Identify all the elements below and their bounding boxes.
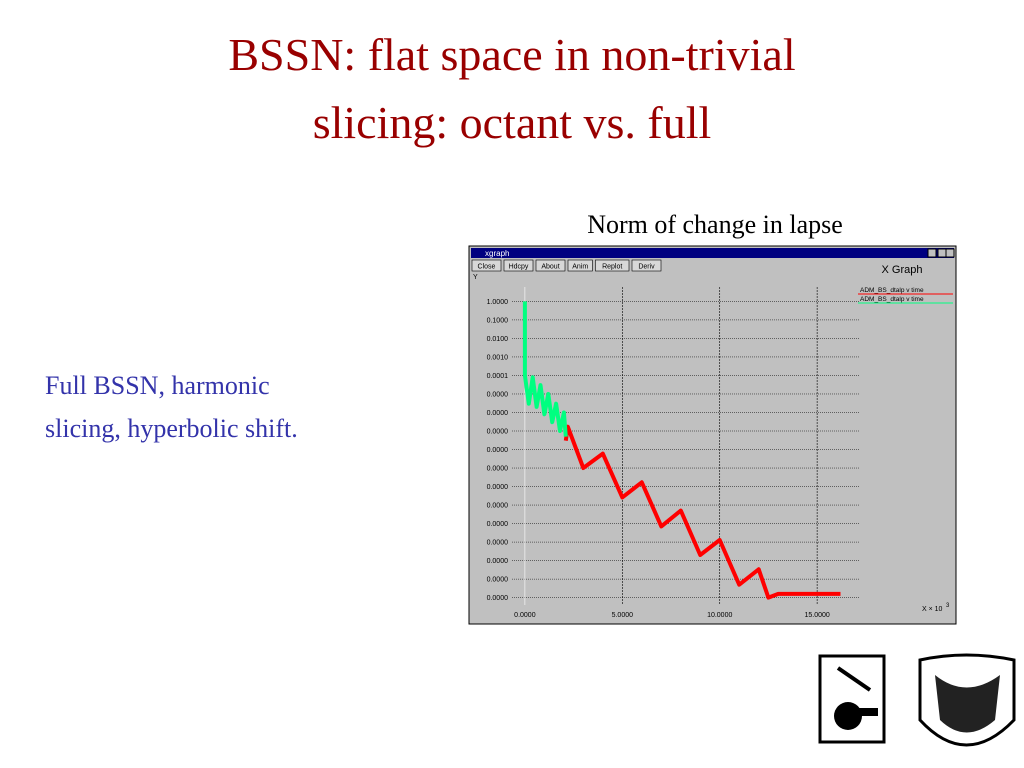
y-tick-label: 1.0000: [487, 299, 509, 306]
title-bar: [471, 248, 954, 258]
button[interactable]: [471, 259, 502, 272]
logo-frame: [818, 654, 886, 744]
body-text: Full BSSN, harmonic: [45, 371, 270, 400]
y-tick-label: 0.0000: [487, 466, 509, 473]
button[interactable]: [503, 259, 534, 272]
button-label[interactable]: Close: [478, 264, 496, 271]
y-tick-label: 0.1000: [487, 317, 509, 324]
y-tick-label: 0.0000: [487, 447, 509, 454]
button[interactable]: [535, 259, 566, 272]
y-tick-label: 0.0000: [487, 484, 509, 491]
window-control[interactable]: [945, 248, 955, 258]
y-tick-label: 0.0000: [487, 558, 509, 565]
button[interactable]: [567, 259, 593, 272]
y-tick-label: 0.0000: [487, 410, 509, 417]
graph-heading: X Graph: [882, 264, 923, 276]
x-tick-label: 15.0000: [804, 612, 829, 619]
y-tick-label: 0.0000: [487, 595, 509, 602]
y-tick-label: 0.0000: [487, 429, 509, 436]
legend-label: ADM_BS_dtalp v time: [860, 287, 924, 294]
x-axis-exponent: 3: [946, 603, 950, 609]
x-tick-label: 0.0000: [514, 612, 536, 619]
x-axis-label: X × 10: [922, 606, 943, 613]
y-axis-label: Y: [473, 274, 478, 281]
y-tick-label: 0.0001: [487, 373, 509, 380]
window-title: xgraph: [485, 249, 509, 258]
y-tick-label: 0.0000: [487, 577, 509, 584]
legend-label: ADM_BS_dtalp v time: [860, 296, 924, 303]
button-label[interactable]: Anim: [572, 264, 588, 271]
y-tick-label: 0.0100: [487, 336, 509, 343]
button[interactable]: [631, 259, 662, 272]
logo-shape: [836, 666, 872, 692]
button-label[interactable]: Hdcpy: [509, 264, 529, 271]
y-tick-label: 0.0000: [487, 521, 509, 528]
logo-right: [918, 653, 1016, 747]
button-label[interactable]: Replot: [602, 264, 622, 271]
y-tick-label: 0.0000: [487, 503, 509, 510]
y-tick-label: 0.0000: [487, 540, 509, 547]
body-text: slicing, hyperbolic shift.: [45, 414, 298, 443]
button-label[interactable]: Deriv: [638, 264, 655, 271]
window-frame: [468, 245, 957, 625]
caption: Norm of change in lapse: [587, 210, 843, 239]
logo-shape: [935, 675, 1000, 733]
xgraph-window: xgraph X Graph Close Hdcpy About Anim Replot…: [468, 245, 957, 625]
button-label[interactable]: About: [541, 264, 559, 271]
x-tick-label: 5.0000: [612, 612, 634, 619]
slide-title: BSSN: flat space in non-trivial: [228, 29, 795, 80]
window-control[interactable]: [927, 248, 937, 258]
y-tick-label: 0.0010: [487, 354, 509, 361]
logo-shape: [852, 708, 878, 716]
series-line: [563, 424, 841, 600]
y-tick-label: 0.0000: [487, 391, 509, 398]
slide-title: slicing: octant vs. full: [313, 97, 712, 148]
window-control[interactable]: [937, 248, 947, 258]
series-line: [522, 301, 568, 437]
logo-left: [818, 654, 886, 744]
x-tick-label: 10.0000: [707, 612, 732, 619]
button[interactable]: [595, 259, 630, 272]
